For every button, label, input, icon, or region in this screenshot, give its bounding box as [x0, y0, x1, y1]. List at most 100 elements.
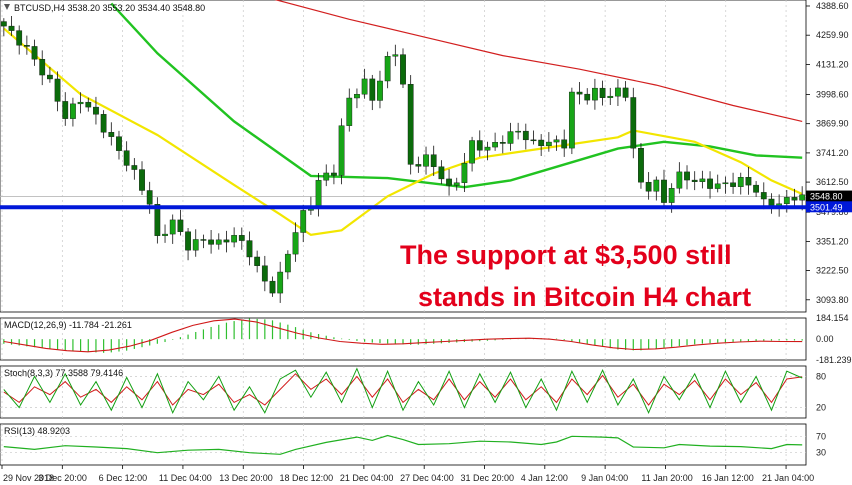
stoch-k-line: [3, 367, 803, 415]
macd-y-tick: 184.154: [816, 313, 849, 323]
candle-body: [545, 141, 552, 147]
y-tick-label: 3741.20: [816, 148, 849, 158]
candle-body: [231, 235, 238, 243]
candle-body: [753, 184, 759, 193]
x-tick-label: 18 Dec 12:00: [280, 473, 334, 483]
candle-body: [492, 142, 499, 148]
candle-body: [607, 95, 614, 98]
candle-body: [645, 181, 652, 192]
candle-body: [799, 194, 806, 201]
candle-body: [369, 78, 376, 101]
macd-y-tick: 0.00: [816, 334, 834, 344]
candle-body: [400, 54, 406, 85]
candle-body: [522, 130, 529, 141]
candle-body: [315, 179, 322, 207]
candle-body: [300, 210, 307, 233]
candle-body: [200, 239, 207, 241]
candle-body: [415, 164, 422, 167]
annotation-line-1: The support at $3,500 still: [400, 240, 732, 270]
candle-body: [691, 179, 698, 182]
candle-body: [630, 97, 637, 149]
candle-body: [553, 139, 560, 143]
x-tick-label: 16 Jan 12:00: [702, 473, 754, 483]
rsi-y-tick: 70: [816, 431, 826, 441]
candle-body: [54, 78, 61, 102]
annotation-line-2: stands in Bitcoin H4 chart: [418, 282, 751, 312]
candle-body: [760, 192, 767, 200]
candle-body: [154, 204, 161, 236]
macd-pane: [0, 317, 807, 361]
candle-body: [599, 87, 606, 98]
x-tick-label: 21 Jan 04:00: [762, 473, 814, 483]
candle-body: [461, 162, 468, 183]
candle-body: [354, 94, 360, 99]
rsi-pane: [0, 423, 807, 466]
candle-body: [31, 46, 38, 60]
candle-body: [16, 30, 23, 46]
candle-body: [254, 256, 261, 266]
candle-body: [123, 150, 130, 166]
candle-body: [146, 190, 153, 205]
candle-body: [77, 101, 84, 105]
candle-body: [93, 106, 99, 115]
candle-body: [284, 253, 291, 273]
x-tick-label: 11 Jan 20:00: [641, 473, 692, 483]
candle-body: [668, 188, 675, 203]
candle-body: [192, 239, 199, 251]
candle-body: [423, 154, 429, 167]
candle-body: [684, 171, 690, 181]
candle-body: [592, 87, 598, 101]
candle-body: [277, 271, 284, 294]
candle-body: [169, 219, 176, 235]
current-price-label: 3548.80: [810, 192, 843, 202]
y-tick-label: 3998.60: [816, 89, 849, 99]
candle-body: [269, 280, 276, 294]
candle-body: [530, 139, 537, 142]
y-tick-label: 3869.90: [816, 119, 849, 129]
y-tick-label: 4259.90: [816, 30, 849, 40]
x-tick-label: 27 Dec 04:00: [400, 473, 454, 483]
candle-body: [238, 235, 245, 241]
y-tick-label: 4388.60: [816, 1, 849, 11]
candle-body: [791, 197, 798, 201]
candle-body: [722, 182, 729, 185]
rsi-title: RSI(13) 48.9203: [4, 426, 70, 436]
y-tick-label: 3222.50: [816, 266, 849, 276]
candle-body: [676, 171, 683, 189]
chart-title: BTCUSD,H4 3538.20 3553.20 3534.40 3548.8…: [14, 3, 205, 13]
candle-body: [584, 93, 591, 101]
candle-body: [446, 178, 452, 186]
x-tick-label: 31 Dec 20:00: [460, 473, 514, 483]
stoch-y-tick: 20: [816, 403, 826, 413]
candle-body: [323, 172, 330, 181]
stoch-d-line: [3, 373, 803, 406]
candle-body: [116, 136, 122, 151]
candle-body: [661, 179, 667, 203]
candle-body: [638, 147, 644, 183]
candle-body: [568, 91, 575, 149]
x-tick-label: 4 Jan 12:00: [521, 473, 568, 483]
rsi-line: [3, 434, 803, 455]
candle-body: [707, 178, 713, 189]
x-tick-label: 21 Dec 04:00: [340, 473, 394, 483]
candle-body: [215, 239, 222, 245]
candle-body: [515, 130, 522, 133]
candle-body: [430, 154, 437, 167]
y-tick-label: 3351.20: [816, 236, 849, 246]
stoch-title: Stoch(8,3,3) 77.3588 79.4146: [4, 368, 123, 378]
candle-body: [47, 74, 53, 80]
candle-body: [615, 87, 621, 97]
candle-body: [699, 178, 706, 182]
candle-body: [261, 265, 268, 282]
candle-body: [576, 91, 583, 95]
candle-body: [162, 233, 168, 236]
candle-body: [177, 219, 184, 232]
macd-y-tick: -181.239: [816, 355, 852, 365]
candle-body: [622, 87, 629, 98]
candle-body: [108, 132, 115, 137]
candle-body: [730, 182, 736, 187]
candle-body: [0, 21, 7, 27]
x-tick-label: 3 Dec 20:00: [38, 473, 87, 483]
